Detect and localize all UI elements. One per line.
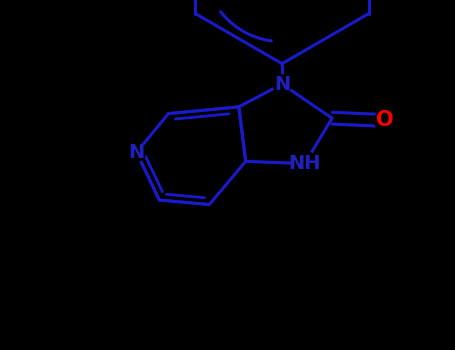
Text: N: N xyxy=(274,75,290,93)
Circle shape xyxy=(374,111,394,131)
Text: NH: NH xyxy=(288,154,321,173)
Text: N: N xyxy=(128,143,145,162)
Circle shape xyxy=(273,75,291,93)
Circle shape xyxy=(127,143,146,161)
Circle shape xyxy=(293,151,317,176)
Text: O: O xyxy=(375,111,393,131)
